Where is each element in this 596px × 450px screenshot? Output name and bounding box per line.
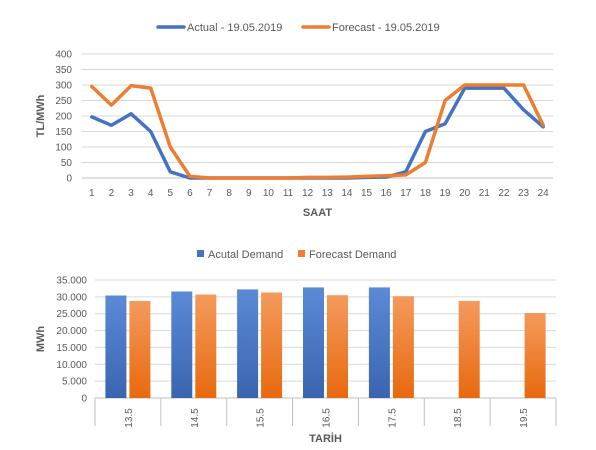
bar-chart-legend: Acutal Demand Forecast Demand (197, 249, 396, 261)
x-tick-label: 22 (498, 188, 510, 199)
x-tick-label: 1 (89, 188, 95, 199)
bar-series-2 (195, 294, 217, 398)
x-tick-label: 17 (400, 188, 412, 199)
y-tick-label: 35.000 (56, 276, 87, 287)
y-tick-label: 20.000 (56, 326, 87, 337)
legend-label-2: Forecast - 19.05.2019 (332, 22, 440, 34)
x-tick-label: 16 (381, 188, 393, 199)
bar-series-1 (105, 295, 127, 398)
x-tick-label: 18.5 (453, 408, 464, 428)
x-axis-title: TARİH (309, 432, 342, 445)
x-tick-label: 19 (440, 188, 452, 199)
x-tick-label: 12 (302, 188, 314, 199)
x-tick-label: 14 (341, 188, 353, 199)
series-line-1 (90, 86, 545, 180)
legend-label-1: Acutal Demand (208, 249, 283, 261)
bar-series-2 (458, 300, 480, 398)
x-tick-label: 2 (109, 188, 115, 199)
bar-series-1 (237, 289, 259, 398)
x-tick-label: 20 (459, 188, 471, 199)
y-tick-label: 100 (55, 143, 72, 154)
y-tick-label: 400 (55, 50, 72, 61)
x-tick-label: 4 (148, 188, 154, 199)
x-tick-label: 18 (420, 188, 432, 199)
x-tick-label: 9 (246, 188, 252, 199)
y-axis-title: MWh (35, 326, 47, 353)
x-tick-label: 15.5 (256, 408, 267, 428)
x-tick-label: 21 (479, 188, 491, 199)
x-tick-label: 13 (322, 188, 334, 199)
bar-series-1 (368, 287, 390, 398)
y-tick-label: 10.000 (56, 360, 87, 371)
y-tick-label: 5.000 (62, 377, 87, 388)
x-tick-label: 24 (538, 188, 550, 199)
x-tick-label: 16.5 (322, 408, 333, 428)
y-tick-label: 250 (55, 96, 72, 107)
y-tick-label: 15.000 (56, 343, 87, 354)
series-line-2 (90, 83, 545, 180)
x-tick-label: 6 (187, 188, 193, 199)
y-tick-label: 50 (61, 158, 73, 169)
y-tick-label: 0 (81, 394, 87, 405)
x-tick-label: 5 (168, 188, 174, 199)
y-tick-label: 300 (55, 81, 72, 92)
x-axis-title: SAAT (303, 207, 332, 219)
y-tick-label: 30.000 (56, 292, 87, 303)
bar-chart: Acutal Demand Forecast Demand 0 5.000 10.000… (35, 249, 557, 445)
x-tick-label: 17.5 (387, 408, 398, 428)
legend-swatch-2 (298, 250, 305, 257)
legend-swatch-1 (197, 250, 204, 257)
bar-series-1 (171, 291, 193, 398)
bar-series-2 (261, 292, 283, 398)
line-chart-legend: Actual - 19.05.2019 Forecast - 19.05.2019 (156, 22, 440, 34)
x-tick-label: 15 (361, 188, 373, 199)
x-tick-label: 8 (226, 188, 232, 199)
y-tick-label: 350 (55, 65, 72, 76)
x-tick-label: 10 (263, 188, 275, 199)
bar-series-1 (303, 287, 324, 398)
bar-series-2 (327, 295, 348, 398)
x-tick-label: 3 (128, 188, 134, 199)
y-tick-label: 200 (55, 112, 72, 123)
line-chart: Actual - 19.05.2019 Forecast - 19.05.2019… (35, 22, 553, 219)
bar-series-2 (392, 296, 414, 398)
y-tick-label: 0 (66, 174, 72, 185)
x-tick-label: 23 (518, 188, 530, 199)
x-tick-label: 7 (207, 188, 213, 199)
x-tick-label: 11 (283, 188, 294, 199)
legend-label-2: Forecast Demand (309, 249, 396, 261)
legend-label-1: Actual - 19.05.2019 (187, 22, 282, 34)
x-tick-label: 14.5 (190, 408, 201, 428)
bar-series-2 (524, 313, 546, 398)
y-axis-title: TL/MWh (35, 94, 47, 137)
y-tick-label: 150 (55, 127, 72, 138)
x-tick-label: 13.5 (124, 408, 135, 428)
y-tick-label: 25.000 (56, 309, 87, 320)
x-tick-label: 19.5 (519, 408, 530, 428)
bar-series-2 (129, 300, 151, 398)
